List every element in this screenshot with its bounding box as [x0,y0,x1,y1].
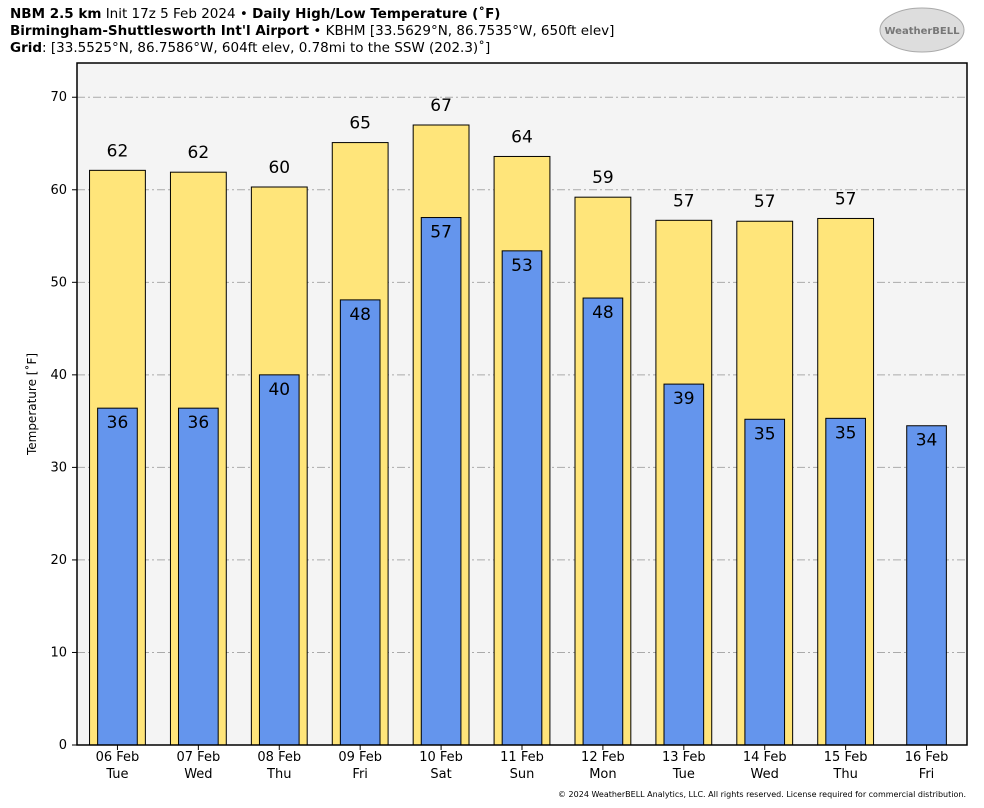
x-tick-day: Tue [672,767,695,782]
value-label: 57 [673,191,695,211]
station: Birmingham-Shuttlesworth Int'l Airport [10,23,310,39]
value-label: 40 [268,380,290,400]
value-label: 39 [673,389,695,409]
x-tick-day: Thu [832,767,857,782]
x-tick-day: Sat [430,767,451,782]
plot-frame [76,62,968,746]
value-label: 62 [107,141,129,161]
header-line: NBM 2.5 km Init 17z 5 Feb 2024 • Daily H… [10,6,614,23]
value-label: 57 [754,192,776,212]
x-tick-label: 07 Feb [177,750,221,765]
x-tick-day: Sun [510,767,535,782]
value-label: 36 [107,413,129,433]
bar-low [97,407,138,746]
x-tick-day: Mon [589,767,616,782]
value-label: 48 [592,303,614,323]
x-tick-label: 08 Feb [257,750,301,765]
x-tick-label: 15 Feb [824,750,868,765]
x-tick-day: Fri [352,767,368,782]
bar-low [420,217,462,746]
x-tick-label: 14 Feb [743,750,787,765]
value-label: 67 [430,96,452,116]
station-info: • KBHM [33.5629°N, 86.7535°W, 650ft elev… [313,23,615,39]
value-label: 35 [835,423,857,443]
y-tick-label: 20 [50,553,67,568]
value-label: 64 [511,127,533,147]
y-tick-label: 10 [50,645,67,660]
value-label: 53 [511,256,533,276]
y-tick-label: 30 [50,460,67,475]
sep: • [239,6,248,22]
x-tick-day: Tue [105,767,128,782]
x-tick-day: Wed [751,767,779,782]
chart-title: Daily High/Low Temperature (˚F) [252,6,501,22]
value-label: 57 [835,189,857,209]
x-tick-day: Thu [266,767,291,782]
bar-low [178,407,219,746]
bar-low [906,425,947,746]
bar-low [744,418,786,746]
bar-low [582,297,624,746]
bar-low [663,383,705,746]
grid-label: Grid [10,40,43,56]
footer: © 2024 WeatherBELL Analytics, LLC. All r… [558,790,966,799]
init: Init 17z 5 Feb 2024 [105,6,236,22]
bar-low [825,417,866,746]
header-line: Grid: [33.5525°N, 86.7586°W, 604ft elev,… [10,40,614,57]
value-label: 34 [916,431,938,451]
x-tick-day: Fri [919,767,935,782]
logo: WeatherBELL [884,26,960,37]
grid-info: : [33.5525°N, 86.7586°W, 604ft elev, 0.7… [42,40,491,56]
x-tick-label: 11 Feb [500,750,544,765]
value-label: 65 [349,114,371,134]
value-label: 36 [188,413,210,433]
y-tick-label: 70 [50,90,67,105]
y-tick-label: 50 [50,275,67,290]
bar-low [339,299,381,746]
bar-low [258,374,300,746]
x-tick-label: 12 Feb [581,750,625,765]
value-label: 57 [430,223,452,243]
y-axis-label: Temperature [˚F] [24,353,39,456]
x-tick-day: Wed [184,767,212,782]
value-label: 62 [188,143,210,163]
bar-low [501,250,543,746]
value-label: 59 [592,168,614,188]
value-label: 60 [268,158,290,178]
x-tick-label: 06 Feb [96,750,140,765]
model: NBM 2.5 km [10,6,102,22]
logo-badge [879,7,965,53]
x-tick-label: 16 Feb [905,750,949,765]
header-line: Birmingham-Shuttlesworth Int'l Airport •… [10,23,614,40]
y-tick-label: 0 [59,738,67,753]
x-tick-label: 13 Feb [662,750,706,765]
x-tick-label: 10 Feb [419,750,463,765]
header: NBM 2.5 km Init 17z 5 Feb 2024 • Daily H… [10,6,614,57]
value-label: 48 [349,305,371,325]
y-tick-label: 60 [50,183,67,198]
y-tick-label: 40 [50,368,67,383]
x-tick-label: 09 Feb [338,750,382,765]
value-label: 35 [754,424,776,444]
